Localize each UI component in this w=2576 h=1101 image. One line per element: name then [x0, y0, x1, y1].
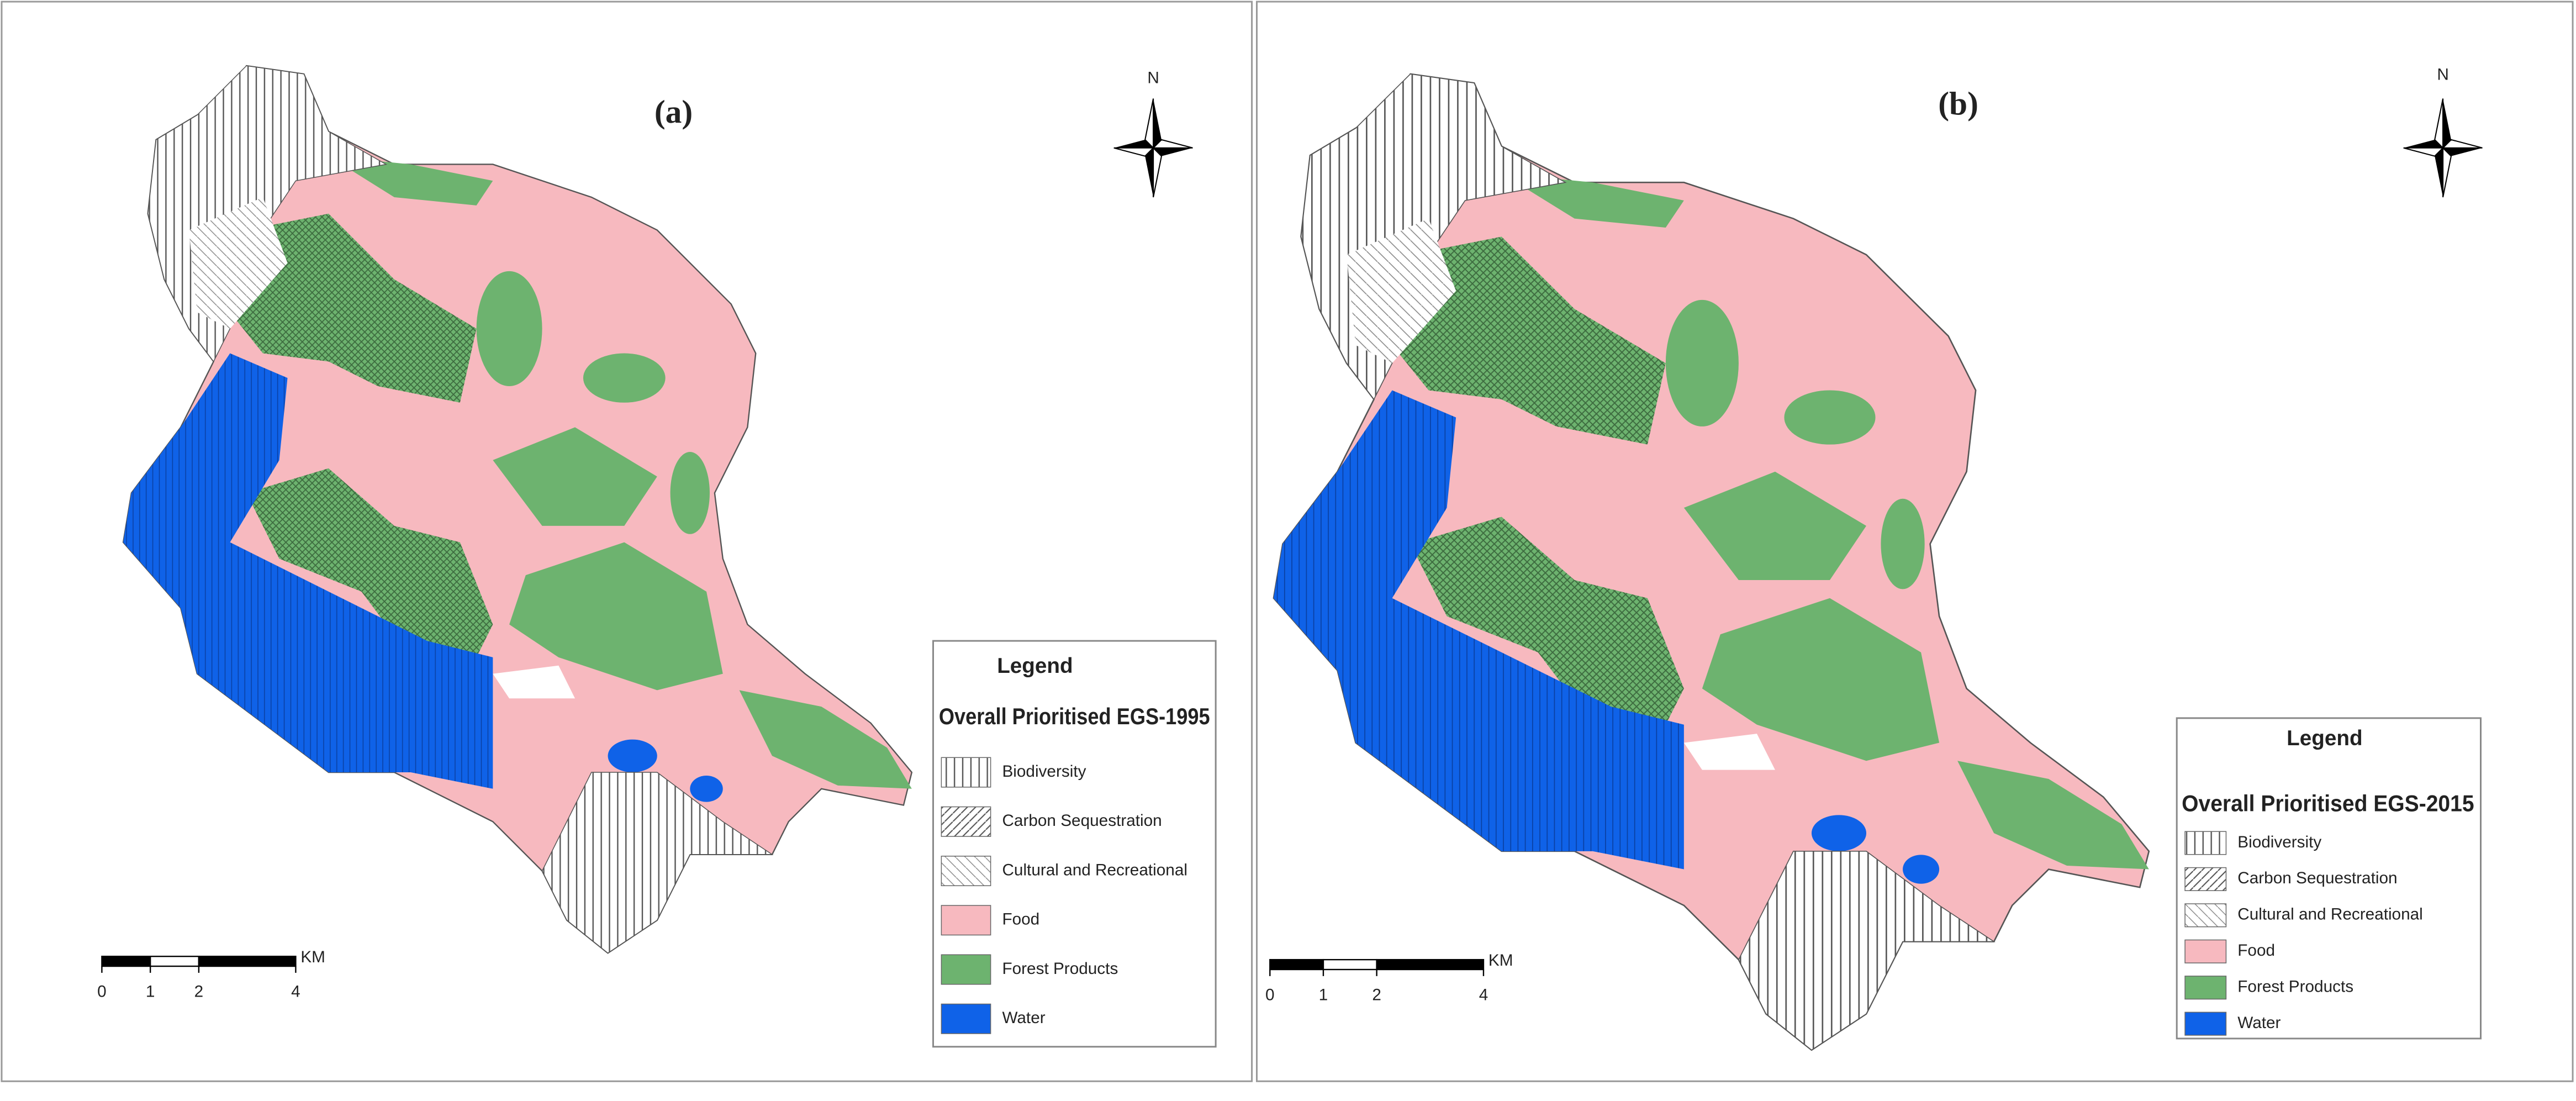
panel-label: (a) [654, 93, 693, 130]
legend-heading: Legend [2287, 726, 2362, 750]
legend-item: Water [1002, 1009, 1045, 1027]
legend-heading: Legend [997, 654, 1073, 678]
scale-label: 0 [1265, 986, 1275, 1004]
legend-title: Overall Prioritised EGS-2015 [2182, 791, 2474, 816]
scale-label: 1 [1319, 986, 1328, 1004]
north-label: N [1147, 69, 1159, 87]
scale-label: 2 [194, 982, 204, 1000]
scale-label: 0 [97, 982, 107, 1000]
legend-swatch [2184, 903, 2227, 928]
legend-swatch [941, 905, 991, 936]
panel-label: (b) [1938, 85, 1978, 122]
legend-swatch [2184, 976, 2227, 1000]
scale-label: 4 [1479, 986, 1488, 1004]
legend-item: Food [2237, 941, 2275, 960]
legend-item: Biodiversity [1002, 762, 1086, 781]
legend-swatch [941, 806, 991, 837]
annotations: (a) N Legend Overall Prioritised EGS-1995 Bi… [97, 66, 2482, 1048]
scale-segment [1269, 958, 1324, 971]
scale-segment [198, 956, 297, 967]
legend-item: Forest Products [1002, 960, 1118, 978]
scale-label: 4 [291, 982, 300, 1000]
legend-item: Carbon Sequestration [1002, 812, 1162, 830]
legend-item: Water [2237, 1014, 2281, 1032]
scale-segment [1376, 958, 1485, 971]
legend-item: Carbon Sequestration [2237, 869, 2397, 887]
legend-item: Cultural and Recreational [2237, 905, 2423, 924]
legend-title: Overall Prioritised EGS-1995 [939, 703, 1210, 729]
legend-swatch [2184, 831, 2227, 855]
legend-swatch [2184, 939, 2227, 963]
scale-segment [149, 956, 200, 967]
legend-item: Food [1002, 910, 1039, 929]
legend-swatch [2184, 1012, 2227, 1036]
scale-unit: KM [300, 948, 325, 966]
scale-segment [101, 956, 151, 967]
legend-swatch [2184, 867, 2227, 891]
legend-box [2176, 717, 2482, 1040]
scale-label: 1 [146, 982, 155, 1000]
scale-segment [1322, 958, 1377, 971]
legend-swatch [941, 1003, 991, 1034]
legend-item: Biodiversity [2237, 833, 2321, 851]
legend-swatch [941, 757, 991, 788]
scale-label: 2 [1372, 986, 1381, 1004]
legend-swatch [941, 954, 991, 985]
north-label: N [2437, 66, 2448, 84]
legend-box [932, 640, 1217, 1048]
legend-item: Forest Products [2237, 978, 2353, 996]
legend-item: Cultural and Recreational [1002, 861, 1187, 879]
legend-swatch [941, 856, 991, 887]
scale-unit: KM [1488, 951, 1513, 970]
